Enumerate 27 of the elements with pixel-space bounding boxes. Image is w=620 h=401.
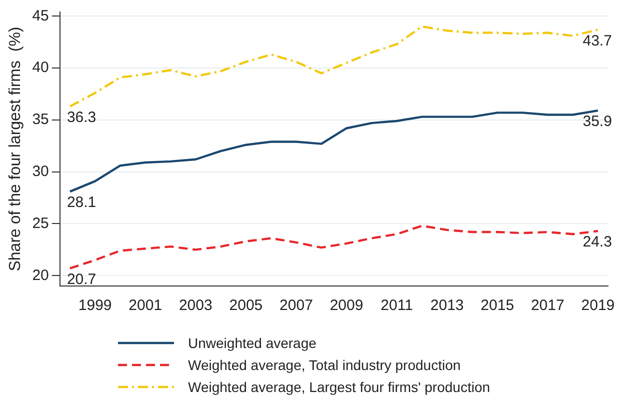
x-tick-label: 2019 — [581, 297, 615, 314]
y-tick-label: 45 — [32, 7, 49, 24]
x-tick-label: 2001 — [128, 297, 162, 314]
data-label: 43.7 — [582, 32, 612, 50]
data-label: 36.3 — [66, 109, 96, 126]
x-tick-label: 2015 — [480, 297, 514, 314]
y-tick-label: 25 — [32, 214, 49, 232]
y-axis-title: Share of the four largest firms (%) — [7, 26, 24, 272]
x-tick-label: 2013 — [430, 297, 464, 314]
y-tick-label: 30 — [32, 162, 49, 180]
data-label: 28.1 — [66, 194, 96, 212]
x-tick-label: 2017 — [530, 297, 564, 314]
x-tick-label: 2003 — [178, 297, 212, 314]
legend-label: Unweighted average — [188, 335, 316, 351]
data-label: 24.3 — [582, 234, 612, 251]
y-tick-label: 35 — [32, 111, 49, 128]
legend-label: Weighted average, Total industry production — [188, 357, 461, 373]
data-label: 35.9 — [582, 113, 612, 130]
x-tick-label: 2005 — [229, 297, 263, 314]
y-tick-label: 40 — [32, 59, 49, 76]
y-tick-label: 20 — [32, 266, 49, 284]
x-tick-label: 2011 — [380, 297, 413, 314]
x-tick-label: 1999 — [78, 297, 112, 314]
data-label: 20.7 — [66, 270, 96, 288]
x-tick-label: 2009 — [330, 297, 364, 314]
x-tick-label: 2007 — [280, 297, 313, 314]
legend-label: Weighted average, Largest four firms' production — [188, 379, 490, 395]
